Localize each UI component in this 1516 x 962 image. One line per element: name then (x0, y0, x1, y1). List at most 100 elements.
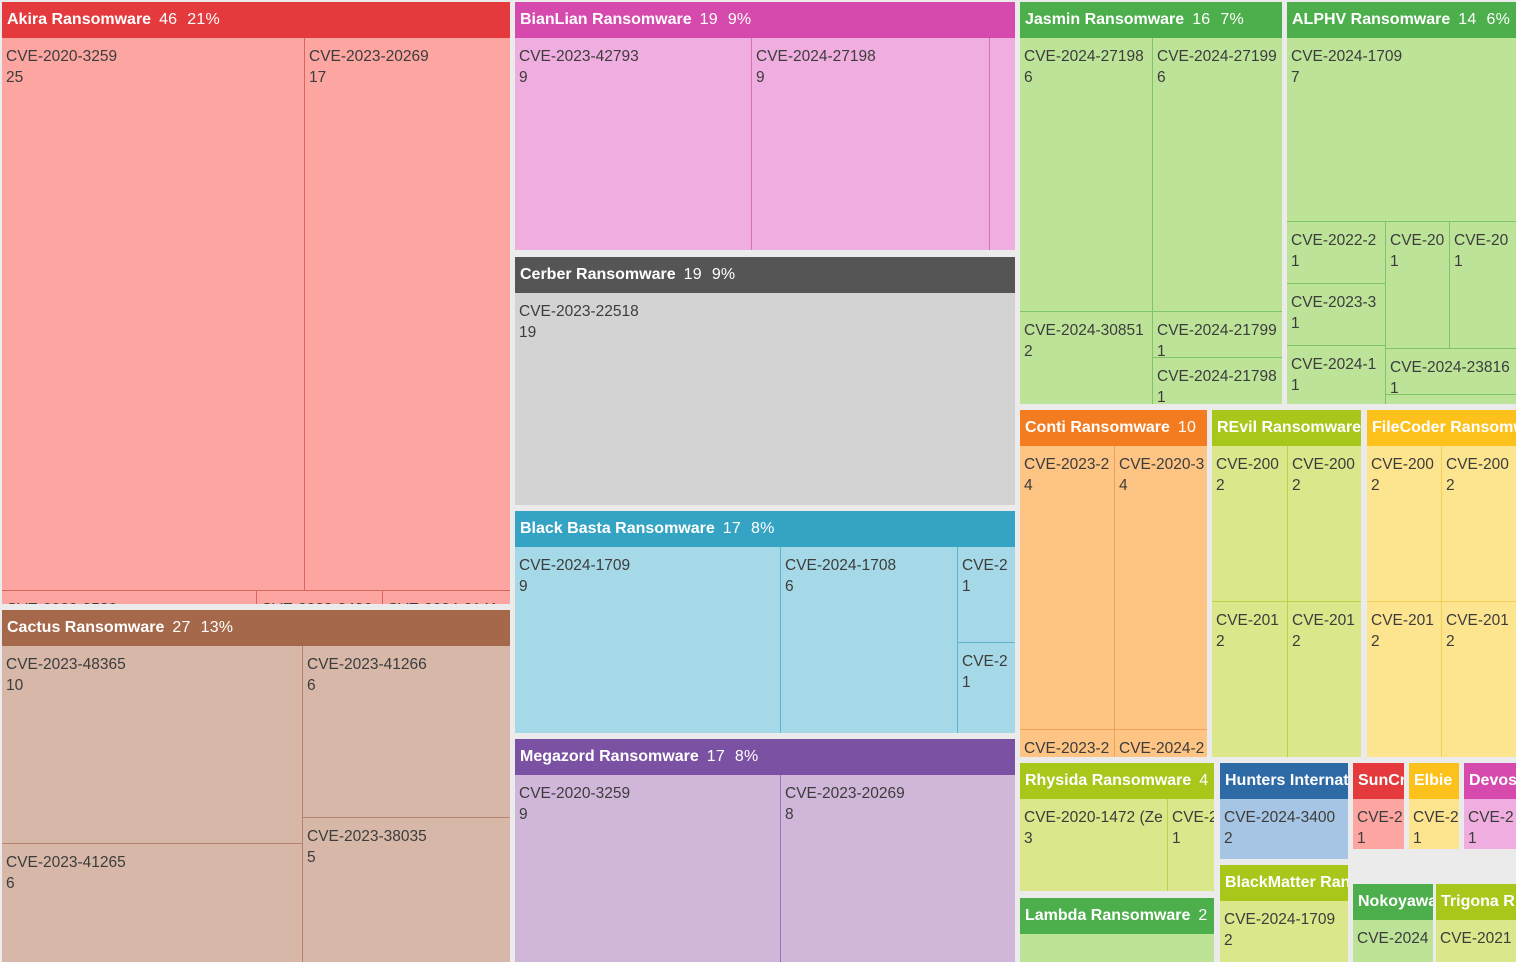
cell-label: CVE-2024-1 (1291, 356, 1377, 373)
treemap-cell[interactable]: CVE-2024-1709 9 (515, 547, 780, 733)
treemap-cell[interactable]: CVE-2023-48365 10 (2, 646, 302, 843)
treemap-cell[interactable]: CVE-200 2 (1212, 446, 1287, 601)
treemap-cell[interactable]: CVE-2022-2 1 (1287, 221, 1385, 283)
treemap-cell[interactable]: CVE-2023-2 4 (1020, 446, 1114, 729)
treemap-cell[interactable]: CVE-2024-30851 2 (1020, 311, 1152, 404)
treemap-cell[interactable]: CVE-2023-21 (1020, 729, 1114, 757)
treemap-cell[interactable]: CVE-2023-41265 6 (2, 843, 302, 962)
treemap-cell[interactable] (1020, 934, 1214, 962)
treemap-cell[interactable]: CVE-2021 (1436, 920, 1516, 962)
treemap-cell[interactable]: CVE-2020-3259 9 (515, 775, 780, 962)
treemap-cell[interactable]: CVE-20 1 (1385, 221, 1449, 348)
treemap-cell[interactable]: CVE-2 1 (1409, 799, 1459, 849)
cell-label: CVE-20 (1390, 232, 1445, 249)
treemap-cell[interactable]: CVE-20 1 (1449, 221, 1516, 348)
treemap-cell[interactable]: CVE-2024-27198 9 (751, 38, 989, 250)
treemap-cell[interactable]: CVE-200 2 (1367, 446, 1441, 601)
cell-label: CVE-2 (1468, 809, 1514, 826)
cell-label: CVE-2020-3 (1119, 456, 1205, 473)
treemap-cell[interactable]: CVE-2023-38035 5 (302, 817, 510, 962)
treemap-cell[interactable]: CVE-2 1 (957, 547, 1015, 642)
treemap-cell[interactable]: CVE-201 2 (1367, 601, 1441, 757)
treemap-cell[interactable]: CVE-2024-1 1 (1287, 345, 1385, 404)
cell-value: 2 (1216, 633, 1225, 650)
cell-label: CVE-2023-41265 (6, 854, 126, 871)
treemap-group-black-basta-ransomware[interactable]: CVE-2024-1709 9 CVE-2024-1708 6 CVE-2 1 CVE-2 1… (515, 511, 1015, 733)
treemap-cell[interactable]: CVE-2020-3 4 (1114, 446, 1207, 729)
treemap-cell[interactable]: CVE-2024-21 (1114, 729, 1207, 757)
treemap-cell[interactable]: CVE-2024-1708 6 (780, 547, 957, 733)
group-name: Megazord Ransomware (520, 748, 699, 765)
treemap-cell[interactable]: CVE-2020-35802 (2, 590, 256, 604)
treemap-cell[interactable]: CVE-2024-3400 2 (1220, 799, 1348, 859)
treemap-cell[interactable]: CVE-201 2 (1212, 601, 1287, 757)
treemap-cell[interactable]: CVE-2024-21799 1 (1152, 311, 1282, 357)
cell-label: CVE-2022-2 (1291, 232, 1377, 249)
treemap-cell[interactable]: CVE-2023-20269 17 (304, 38, 510, 590)
cell-label: CVE-2024-27198 (1024, 48, 1144, 65)
treemap-cell[interactable] (989, 38, 1015, 250)
cell-label: CVE-2024-1709 (1291, 48, 1403, 65)
treemap-cell[interactable]: CVE-2024-27198 6 (1020, 38, 1152, 311)
treemap-cell[interactable]: CVE-2023-22518 19 (515, 293, 1015, 505)
treemap-cell[interactable]: CVE-2024-21411 (382, 590, 510, 604)
treemap-cell[interactable]: CVE-2 1 (1464, 799, 1516, 849)
treemap-cell[interactable]: CVE-2024-27199 6 (1152, 38, 1282, 311)
cell-value: 1 (1390, 253, 1399, 270)
treemap-group-elbie[interactable]: CVE-2 1 Elbie (1409, 763, 1459, 849)
treemap-cell[interactable]: CVE-201 2 (1287, 601, 1361, 757)
cell-label: CVE-2 (962, 653, 1008, 670)
treemap-group-trigona-r[interactable]: CVE-2021 Trigona R (1436, 884, 1516, 962)
treemap-group-header: ALPHV Ransomware 14 6% (1287, 2, 1516, 38)
treemap-cell[interactable]: CVE-200 2 (1287, 446, 1361, 601)
cell-value: 19 (519, 324, 537, 341)
treemap-group-lambda-ransomware[interactable]: Lambda Ransomware 2 (1020, 898, 1214, 962)
treemap-group-suncrypt[interactable]: CVE-2 1 SunCrypt (1353, 763, 1404, 849)
treemap-cell[interactable]: CVE-2024-23816 1 (1385, 348, 1516, 394)
group-name: Black Basta Ransomware (520, 520, 715, 537)
treemap-cell[interactable]: CVE-2024-213381 (1385, 394, 1516, 404)
treemap-cell[interactable]: CVE-2024-21798 1 (1152, 357, 1282, 404)
treemap-group-revil-ransomware[interactable]: CVE-200 2 CVE-200 2 CVE-201 2 CVE-201 2 REvil Ra… (1212, 410, 1361, 757)
treemap-group-nokoyawa[interactable]: CVE-2024 Nokoyawa (1353, 884, 1433, 962)
treemap-group-conti-ransomware[interactable]: CVE-2023-24CVE-2020-34CVE-2023-21CVE-202… (1020, 410, 1207, 757)
treemap-cell[interactable]: CVE-2024-1709 7 (1287, 38, 1516, 221)
treemap-group-alphv-ransomware[interactable]: CVE-2024-1709 7 CVE-2022-2 1 CVE-20 1 CVE-20 1 C… (1287, 2, 1516, 404)
cell-label: CVE-2024-2141 (387, 599, 510, 604)
treemap-cell[interactable]: CVE-2020-1472 (Ze 3 (1020, 799, 1167, 891)
treemap-cell[interactable]: CVE-2 1 (1167, 799, 1214, 891)
treemap-cell[interactable]: CVE-2024 (1353, 920, 1433, 962)
cell-value: 2 (1371, 633, 1380, 650)
treemap-group-jasmin-ransomware[interactable]: CVE-2024-27198 6 CVE-2024-27199 6 CVE-2024-3… (1020, 2, 1282, 404)
treemap-group-devos[interactable]: CVE-2 1 Devos (1464, 763, 1516, 849)
treemap-group-blackmatter-ransomware[interactable]: CVE-2024-1709 2 BlackMatter Ransomware (1220, 865, 1348, 962)
treemap-cell[interactable]: CVE-2023-3 1 (1287, 283, 1385, 345)
cell-value: 1 (1357, 830, 1366, 847)
treemap-group-akira-ransomware[interactable]: CVE-2020-3259 25 CVE-2023-20269 17 CVE-2020-… (2, 2, 510, 604)
treemap-cell[interactable]: CVE-201 2 (1441, 601, 1516, 757)
treemap-group-rhysida-ransomware[interactable]: CVE-2020-1472 (Ze 3 CVE-2 1 Rhysida Ransomwa… (1020, 763, 1214, 891)
treemap-cell[interactable]: CVE-2 1 (957, 642, 1015, 733)
treemap-cell[interactable]: CVE-2 1 (1353, 799, 1404, 849)
cell-label: CVE-2023-2 (1024, 456, 1110, 473)
cell-label: CVE-2024-21338 (1390, 403, 1516, 404)
treemap-cell[interactable]: CVE-2023-42793 9 (515, 38, 751, 250)
treemap-cell[interactable]: CVE-2023-41266 6 (302, 646, 510, 817)
cell-value: 2 (1224, 932, 1233, 949)
treemap-cell[interactable]: CVE-200 2 (1441, 446, 1516, 601)
cell-label: CVE-2024-3400 (1224, 809, 1336, 826)
treemap-cell[interactable]: CVE-2023-34361 (256, 590, 382, 604)
treemap-group-cerber-ransomware[interactable]: CVE-2023-22518 19 Cerber Ransomware 19 9% (515, 257, 1015, 505)
treemap-group-cactus-ransomware[interactable]: CVE-2023-48365 10 CVE-2023-41266 6 CVE-2023-… (2, 610, 510, 962)
treemap-group-megazord-ransomware[interactable]: CVE-2020-3259 9 CVE-2023-20269 8 Megazord Ra… (515, 739, 1015, 962)
treemap-group-hunters-international[interactable]: CVE-2024-3400 2 Hunters International (1220, 763, 1348, 859)
treemap-cell[interactable]: CVE-2020-3259 25 (2, 38, 304, 590)
group-name: Trigona R (1441, 893, 1515, 910)
treemap-group-filecoder-ransomware[interactable]: CVE-200 2 CVE-200 2 CVE-201 2 CVE-201 2 FileCode… (1367, 410, 1516, 757)
cell-value: 10 (6, 677, 24, 694)
treemap-cell[interactable]: CVE-2023-20269 8 (780, 775, 1015, 962)
cell-label: CVE-2024-2 (1119, 740, 1205, 757)
treemap-group-bianlian-ransomware[interactable]: CVE-2023-42793 9 CVE-2024-27198 9 BianLian R… (515, 2, 1015, 250)
cell-label: CVE-2020-1472 (Ze (1024, 809, 1163, 826)
treemap-cell[interactable]: CVE-2024-1709 2 (1220, 901, 1348, 962)
